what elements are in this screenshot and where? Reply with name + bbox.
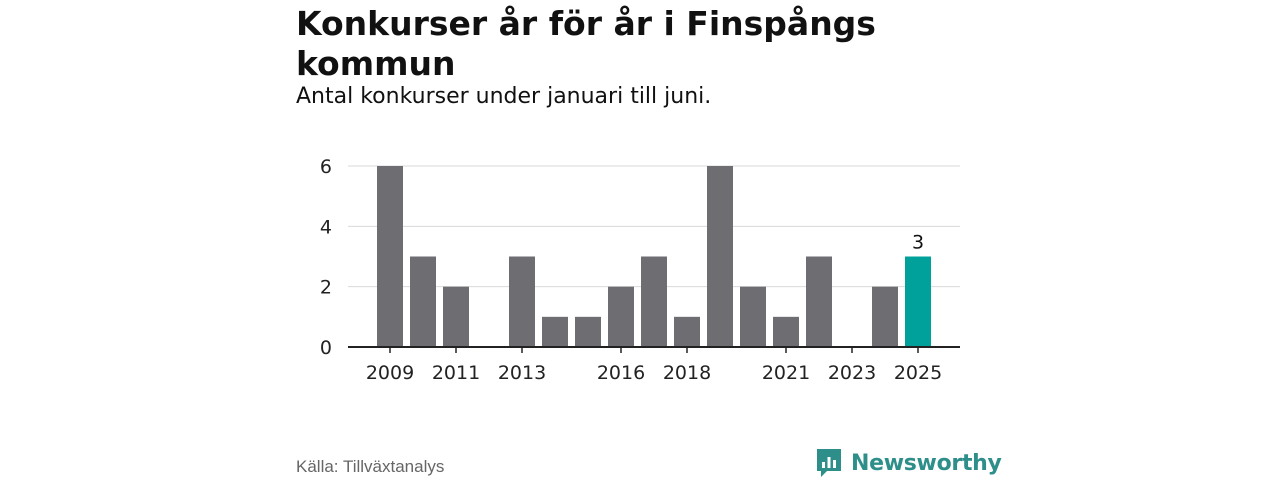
data-label: 3 [912, 232, 924, 254]
chart-title: Konkurser år för år i Finspångs kommun [296, 4, 876, 83]
x-tick-label: 2018 [663, 362, 711, 384]
x-tick-label: 2016 [597, 362, 645, 384]
x-tick-label: 2021 [762, 362, 810, 384]
y-tick-label: 0 [320, 337, 332, 359]
y-tick-label: 2 [320, 277, 332, 299]
bar [674, 316, 700, 347]
bar [872, 286, 898, 347]
x-tick-label: 2013 [498, 362, 546, 384]
x-tick-label: 2023 [828, 362, 876, 384]
source-note: Källa: Tillväxtanalys [296, 457, 445, 476]
chart-subtitle: Antal konkurser under januari till juni. [296, 84, 712, 109]
bar [608, 286, 634, 347]
bar [707, 166, 733, 347]
y-tick-label: 6 [320, 156, 332, 178]
y-tick-label: 4 [320, 216, 332, 238]
bar [575, 316, 601, 347]
bar [773, 316, 799, 347]
bar-chart: 0 2 4 6 2009 2011 2013 2016 2018 2021 2023 2025 3 [320, 156, 960, 384]
bar [410, 256, 436, 347]
brand-logo-group: Newsworthy [815, 447, 1002, 479]
newsworthy-logo-icon [817, 449, 841, 477]
brand-name: Newsworthy [851, 450, 1002, 476]
bar [443, 286, 469, 347]
bar [905, 256, 931, 347]
bar [740, 286, 766, 347]
x-tick-label: 2009 [366, 362, 414, 384]
bar [806, 256, 832, 347]
x-tick-label: 2025 [894, 362, 942, 384]
bar [509, 256, 535, 347]
bar [641, 256, 667, 347]
x-tick-label: 2011 [432, 362, 480, 384]
bar [377, 166, 403, 347]
bar [542, 316, 568, 347]
